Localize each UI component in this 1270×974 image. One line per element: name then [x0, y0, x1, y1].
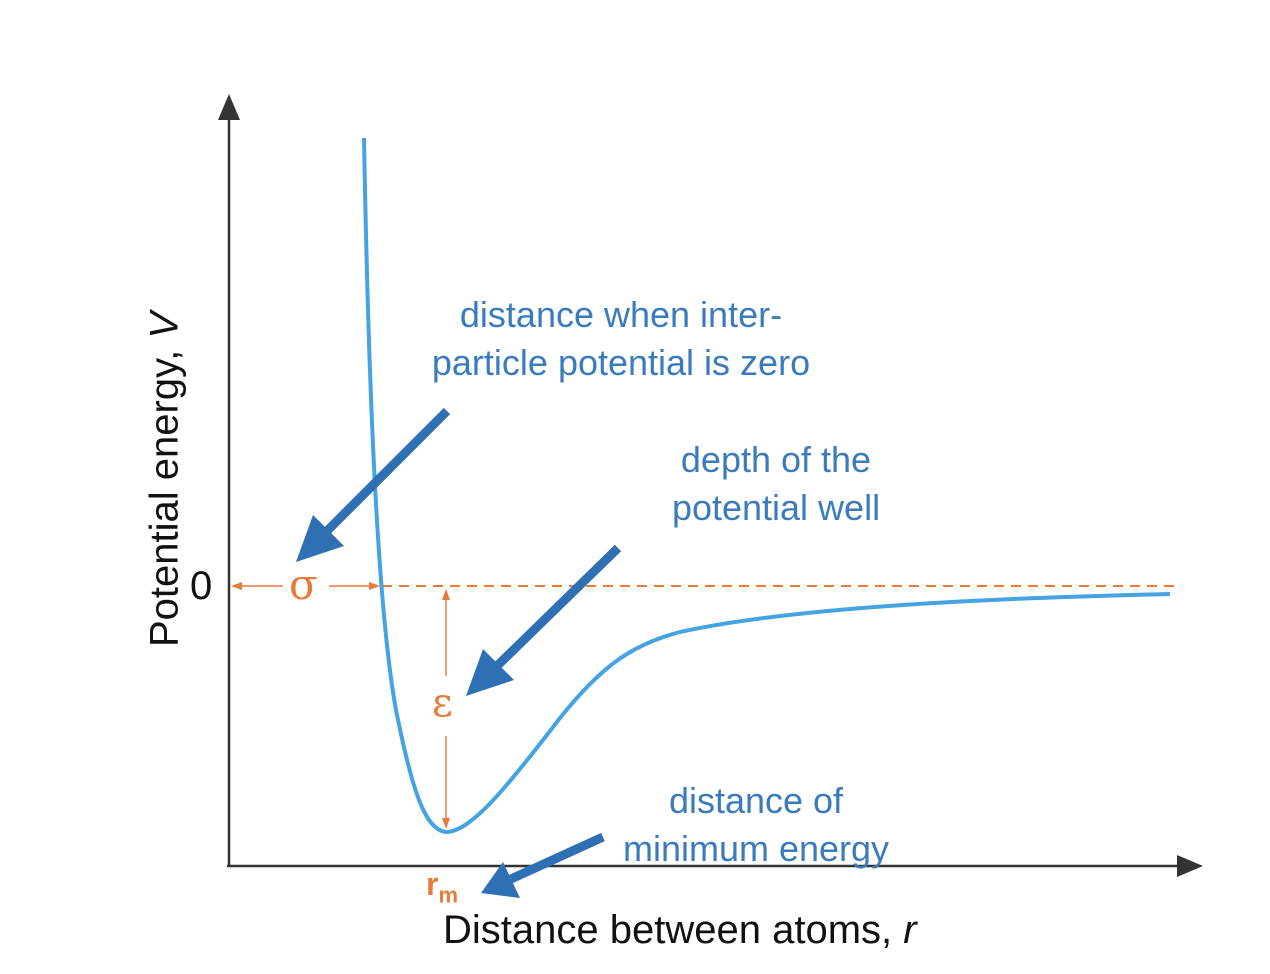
rm-pointer-shaft — [509, 832, 605, 884]
zero-tick-label: 0 — [190, 564, 213, 608]
sigma-pointer-head — [296, 515, 344, 562]
epsilon-pointer-shaft — [492, 544, 622, 671]
y-axis-variable: V — [142, 311, 187, 339]
rm-annotation-line-2: minimum energy — [622, 828, 890, 869]
y-axis-title: Potential energy, V — [143, 220, 188, 740]
x-axis-title: Distance between atoms, r — [443, 908, 917, 953]
y-axis-title-text: Potential energy, — [142, 338, 187, 648]
sigma-arrowhead-left — [231, 582, 242, 590]
epsilon-annotation-line-1: depth of the — [680, 439, 872, 480]
rm-annotation-line-1: distance of — [668, 780, 844, 821]
sigma-symbol: σ — [289, 560, 318, 609]
x-axis-title-text: Distance between atoms, — [443, 908, 904, 952]
epsilon-symbol: ε — [432, 680, 453, 726]
epsilon-pointer-head — [466, 649, 514, 696]
sigma-arrowhead-right — [369, 582, 380, 590]
rm-label-base: r — [426, 866, 439, 902]
epsilon-arrowhead-top — [442, 589, 450, 600]
epsilon-annotation: depth of the potential well — [626, 436, 926, 532]
rm-annotation: distance of minimum energy — [600, 777, 912, 873]
rm-pointer-head — [481, 862, 520, 898]
epsilon-annotation-line-2: potential well — [671, 487, 881, 528]
sigma-annotation-line-2: particle potential is zero — [431, 342, 811, 383]
y-axis-arrowhead — [218, 94, 240, 120]
sigma-pointer-shaft — [321, 407, 451, 537]
sigma-annotation: distance when inter- particle potential … — [396, 291, 846, 387]
x-axis-variable: r — [903, 908, 917, 952]
x-axis-arrowhead — [1177, 855, 1203, 877]
sigma-annotation-line-1: distance when inter- — [459, 294, 783, 335]
rm-label: rm — [426, 866, 458, 908]
potential-curve — [362, 137, 1171, 835]
epsilon-arrowhead-bottom — [442, 818, 450, 829]
rm-label-subscript: m — [438, 882, 459, 908]
